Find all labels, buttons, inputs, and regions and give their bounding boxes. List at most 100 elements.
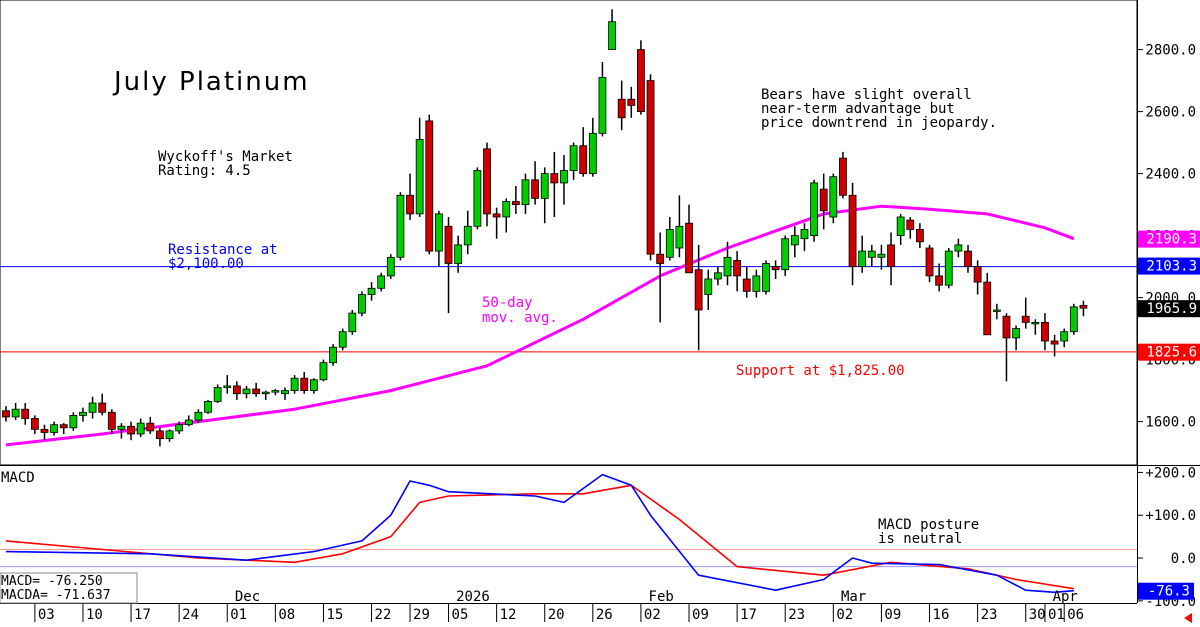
date-tick-label: 23 bbox=[981, 607, 998, 623]
rating-line-2: Rating: 4.5 bbox=[158, 163, 251, 179]
candle bbox=[704, 269, 713, 310]
reference-lines bbox=[0, 266, 1137, 353]
macd-tick-label: +200.0 bbox=[1145, 465, 1196, 481]
candle bbox=[887, 232, 895, 286]
date-tick-label: 20 bbox=[548, 607, 565, 623]
candle bbox=[646, 74, 655, 261]
candle bbox=[444, 217, 453, 314]
candle bbox=[59, 423, 68, 434]
candle bbox=[242, 385, 251, 399]
date-tick-label: 06 bbox=[1067, 607, 1084, 623]
candle bbox=[271, 389, 280, 396]
candle bbox=[867, 244, 876, 267]
candle bbox=[1069, 303, 1078, 335]
price-tick-label: 1600.0 bbox=[1145, 415, 1196, 431]
candle bbox=[829, 173, 838, 224]
candle bbox=[213, 384, 222, 403]
candle bbox=[165, 429, 174, 442]
candle bbox=[184, 415, 193, 427]
candle bbox=[338, 328, 347, 351]
candle bbox=[290, 375, 299, 394]
candle bbox=[531, 161, 539, 205]
date-tick-label: 03 bbox=[38, 607, 55, 623]
date-tick-label: 08 bbox=[278, 607, 295, 623]
price-badge-text: 1825.6 bbox=[1146, 345, 1197, 361]
price-badges: 2190.3 2103.3 1965.9 1825.6 bbox=[1138, 230, 1200, 361]
candle bbox=[261, 390, 270, 400]
candle bbox=[300, 372, 309, 394]
price-tick-label: 2400.0 bbox=[1145, 167, 1196, 183]
candle bbox=[925, 244, 934, 283]
candle bbox=[964, 244, 972, 273]
candle bbox=[406, 173, 414, 221]
scroll-left-arrow-icon[interactable] bbox=[1184, 613, 1192, 623]
candle bbox=[665, 217, 674, 261]
ma-label-2: mov. avg. bbox=[482, 310, 558, 326]
date-tick-label: 09 bbox=[884, 607, 901, 623]
candle bbox=[11, 403, 20, 421]
price-tick-label: 2600.0 bbox=[1145, 105, 1196, 121]
candle bbox=[511, 186, 520, 214]
candle bbox=[146, 416, 155, 434]
candle bbox=[156, 427, 164, 447]
candle bbox=[944, 248, 953, 289]
candle bbox=[79, 407, 87, 422]
candle bbox=[50, 421, 58, 436]
resistance-label-2: $2,100.00 bbox=[168, 256, 244, 272]
candle bbox=[858, 235, 867, 273]
candle bbox=[579, 127, 588, 177]
date-tick-label: 02 bbox=[644, 607, 661, 623]
date-tick-label: 01 bbox=[1048, 607, 1065, 623]
candle bbox=[762, 260, 770, 295]
candle bbox=[627, 86, 636, 118]
candle bbox=[40, 424, 49, 441]
macd-readout-value: MACD= -76.250 bbox=[1, 574, 103, 589]
chart-title: July Platinum bbox=[112, 67, 310, 97]
candle bbox=[742, 266, 751, 298]
commentary-line-2: near-term advantage but bbox=[761, 101, 955, 117]
macd-panel: +200.0+100.00.0-100.0-76.3 bbox=[0, 465, 1196, 610]
candle bbox=[434, 210, 443, 267]
candle bbox=[550, 151, 559, 217]
candle bbox=[675, 195, 684, 258]
candle bbox=[309, 378, 318, 394]
candle bbox=[521, 173, 530, 214]
candle bbox=[473, 167, 482, 230]
macd-posture-1: MACD posture bbox=[878, 517, 979, 533]
candle bbox=[694, 244, 703, 351]
macd-tick-label: 0.0 bbox=[1171, 551, 1196, 567]
date-tick-label: 23 bbox=[788, 607, 805, 623]
candle bbox=[204, 399, 212, 414]
date-tick-label: 26 bbox=[596, 607, 613, 623]
candle bbox=[877, 244, 886, 270]
price-badge bbox=[1138, 230, 1200, 248]
macd-tick-label: +100.0 bbox=[1145, 508, 1196, 524]
candle bbox=[69, 412, 78, 431]
candle bbox=[492, 207, 501, 239]
month-label: 2026 bbox=[456, 589, 490, 605]
date-tick-label: 17 bbox=[134, 607, 151, 623]
candle bbox=[319, 359, 328, 382]
date-tick-label: 30 bbox=[1029, 607, 1046, 623]
candle bbox=[1050, 334, 1059, 357]
month-label: Feb bbox=[649, 589, 674, 605]
price-badge bbox=[1138, 343, 1200, 361]
price-tick-label: 2800.0 bbox=[1145, 43, 1196, 59]
candle bbox=[540, 167, 549, 224]
candle bbox=[800, 223, 809, 252]
candle bbox=[223, 375, 232, 394]
date-tick-label: 12 bbox=[500, 607, 517, 623]
macd-line bbox=[5, 473, 1074, 594]
macd-panel-label: MACD bbox=[1, 470, 35, 486]
candle bbox=[560, 155, 568, 205]
candle bbox=[127, 421, 135, 441]
price-badge bbox=[1138, 257, 1200, 275]
candle bbox=[790, 226, 799, 258]
date-tick-label: 15 bbox=[326, 607, 343, 623]
candle bbox=[232, 381, 241, 400]
candle bbox=[21, 403, 30, 425]
price-badge bbox=[1138, 300, 1200, 318]
price-badge-text: 2190.3 bbox=[1146, 232, 1197, 248]
candle bbox=[30, 415, 39, 434]
